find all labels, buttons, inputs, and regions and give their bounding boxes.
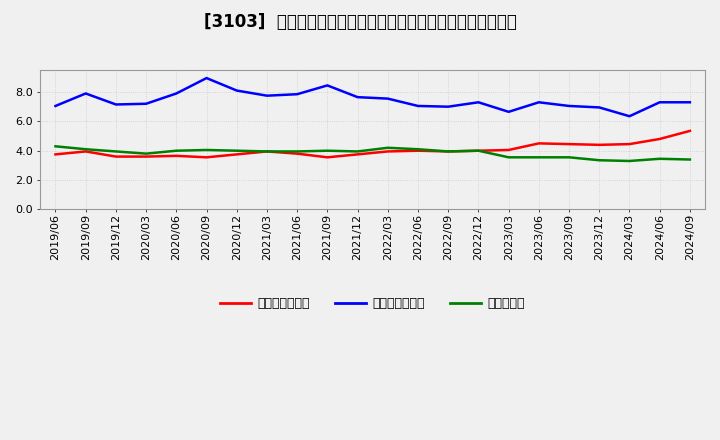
Legend: 売上債権回転率, 買入債務回転率, 在庫回転率: 売上債権回転率, 買入債務回転率, 在庫回転率 [215,292,530,315]
Text: [3103]  売上債権回転率、買入債務回転率、在庫回転率の推移: [3103] 売上債権回転率、買入債務回転率、在庫回転率の推移 [204,13,516,31]
